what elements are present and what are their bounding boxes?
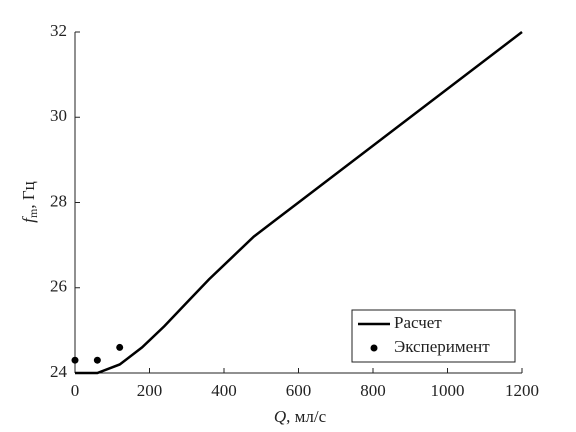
x-tick-label: 800 xyxy=(360,381,386,400)
x-tick-label: 400 xyxy=(211,381,237,400)
x-tick-label: 200 xyxy=(137,381,163,400)
x-tick-label: 1000 xyxy=(431,381,465,400)
x-tick-label: 1200 xyxy=(505,381,539,400)
y-tick-label: 30 xyxy=(50,106,67,125)
legend-label: Расчет xyxy=(394,313,442,332)
x-axis-label: Q, мл/с xyxy=(274,407,327,426)
x-label-italic: Q xyxy=(274,407,286,426)
data-point xyxy=(116,343,124,351)
legend-label: Эксперимент xyxy=(394,337,490,356)
y-tick-label: 24 xyxy=(50,362,68,381)
legend-marker xyxy=(370,344,378,352)
y-label-rest: , Гц xyxy=(19,181,38,208)
x-tick-label: 600 xyxy=(286,381,312,400)
legend-box xyxy=(351,309,516,363)
data-point xyxy=(93,356,101,364)
y-label-italic: f xyxy=(19,216,38,223)
y-tick-label: 32 xyxy=(50,21,67,40)
data-line xyxy=(75,31,523,375)
y-tick-label: 26 xyxy=(50,277,67,296)
x-tick-label: 0 xyxy=(71,381,80,400)
y-label-sub: m xyxy=(26,208,40,218)
y-axis-label: fm, Гц xyxy=(19,181,40,223)
x-label-rest: , мл/с xyxy=(286,407,326,426)
y-tick-label: 28 xyxy=(50,191,67,210)
data-point xyxy=(71,356,79,364)
